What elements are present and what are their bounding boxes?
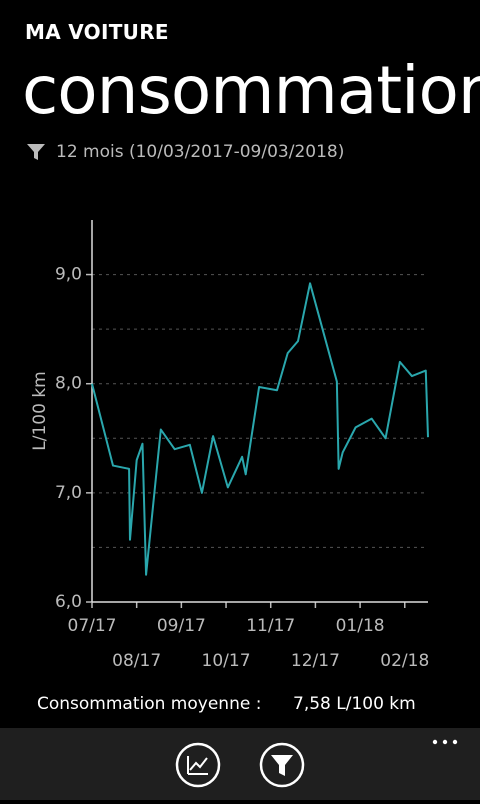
filter-text: 12 mois (10/03/2017-09/03/2018) bbox=[56, 142, 345, 162]
chart: 6,0 7,0 8,0 9,0 07/17 08/17 09/17 10/17 11/17 12/… bbox=[30, 220, 429, 671]
filter[interactable]: 12 mois (10/03/2017-09/03/2018) bbox=[26, 142, 344, 162]
x-tick-label: 01/18 bbox=[336, 616, 385, 636]
x-tick-label: 08/17 bbox=[112, 651, 161, 671]
app-bar bbox=[0, 728, 480, 800]
filter-button[interactable] bbox=[259, 742, 305, 788]
y-tick-label: 6,0 bbox=[55, 592, 82, 612]
data-line bbox=[91, 282, 429, 576]
app-name: MA VOITURE bbox=[25, 20, 169, 44]
x-tick-label: 09/17 bbox=[157, 616, 206, 636]
x-tick-label: 02/18 bbox=[380, 651, 429, 671]
y-tick-label: 9,0 bbox=[55, 265, 82, 285]
app-bar-icons bbox=[175, 739, 458, 788]
x-tick-label: 07/17 bbox=[68, 616, 117, 636]
x-tick-label: 12/17 bbox=[291, 651, 340, 671]
summary-label: Consommation moyenne : bbox=[37, 694, 262, 714]
filter-icon bbox=[27, 144, 45, 160]
x-tick-label: 11/17 bbox=[246, 616, 295, 636]
summary-value: 7,58 L/100 km bbox=[293, 694, 416, 714]
page-title: consommation bbox=[22, 52, 480, 129]
y-axis-label: L/100 km bbox=[30, 371, 50, 450]
y-tick-label: 8,0 bbox=[55, 374, 82, 394]
x-tick-label: 10/17 bbox=[202, 651, 251, 671]
y-tick-label: 7,0 bbox=[55, 483, 82, 503]
more-button[interactable] bbox=[432, 739, 458, 745]
chart-button[interactable] bbox=[175, 742, 221, 788]
